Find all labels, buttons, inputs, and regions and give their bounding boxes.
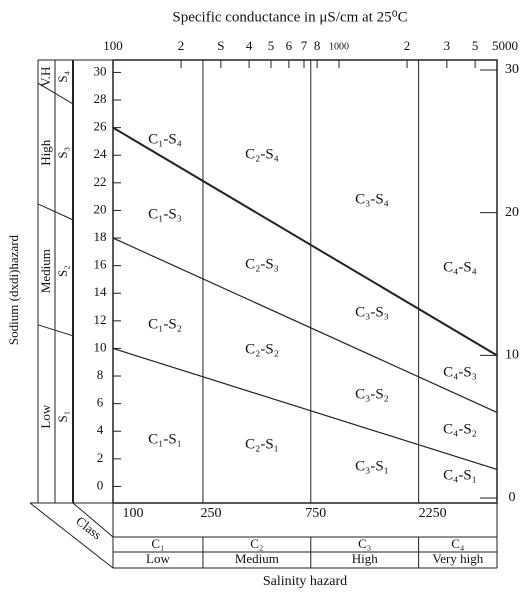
sodium-class-divider	[37, 203, 74, 221]
x-top-tick-label: 5	[268, 38, 275, 53]
sodium-class-divider	[37, 82, 74, 105]
x-bottom-tick-label: 250	[200, 506, 221, 521]
zone-label: C₁-S₃	[148, 206, 182, 222]
x-top-tick-label: 3	[444, 38, 451, 53]
x-top-tick-label: 6	[286, 38, 293, 53]
salinity-class-name: C₂	[250, 536, 263, 551]
y2-tick-label: 10	[505, 348, 519, 363]
sodium-boundary	[112, 126, 498, 357]
sodium-class-name: S₄	[55, 70, 70, 82]
x-bottom-tick-label: 100	[123, 506, 144, 521]
perspective-line	[29, 502, 114, 569]
salinity-class-name: C₄	[451, 536, 465, 551]
zone-label: C₂-S₃	[245, 256, 279, 272]
plot-frame	[112, 59, 498, 504]
y-tick-label: 28	[94, 91, 107, 106]
y-tick-label: 16	[94, 257, 108, 272]
y-tick-label: 26	[94, 119, 108, 134]
zone-label: C₄-S₄	[443, 259, 477, 275]
x-top-tick-label: 4	[246, 38, 253, 53]
salinity-class-label: Very high	[432, 551, 483, 566]
sodium-class-label: Medium	[38, 249, 53, 293]
zone-label: C₁-S₁	[148, 431, 182, 447]
sodium-boundary	[112, 347, 498, 471]
y-tick-label: 30	[94, 63, 107, 78]
y-tick-label: 14	[94, 284, 108, 299]
zone-label: C₁-S₄	[148, 131, 182, 147]
y2-tick-label: 20	[505, 205, 519, 220]
salinity-class-name: C₃	[358, 536, 371, 551]
x-axis-title: Salinity hazard	[263, 574, 347, 589]
chart-title: Specific conductance in μS/cm at 25⁰C	[172, 9, 407, 25]
x-top-tick-label: 100	[103, 38, 123, 53]
x-top-tick-label: 1000	[329, 41, 349, 52]
y-tick-label: 2	[97, 450, 104, 465]
y-tick-label: 18	[94, 229, 107, 244]
y-tick-label: 0	[97, 477, 104, 492]
x-top-tick-label: S	[217, 38, 224, 53]
y-tick-label: 4	[97, 422, 104, 437]
x-top-tick-label: 8	[314, 38, 321, 53]
x-top-tick-label: 2	[404, 38, 411, 53]
class-label: Class	[73, 513, 104, 542]
sodium-class-name: S₁	[55, 411, 70, 423]
zone-label: C₃-S₄	[355, 191, 389, 207]
sodium-class-label: V.H	[38, 67, 53, 87]
salinity-class-label: Low	[146, 551, 170, 566]
x-bottom-tick-label: 750	[305, 506, 326, 521]
zone-label: C₃-S₂	[355, 386, 389, 402]
salinity-class-name: C₁	[151, 536, 164, 551]
sodium-boundary	[112, 237, 498, 413]
zone-label: C₂-S₂	[245, 341, 279, 357]
x-top-tick-label: 5	[472, 38, 479, 53]
zone-label: C₁-S₂	[148, 316, 182, 332]
y-tick-label: 8	[97, 367, 104, 382]
salinity-class-label: High	[352, 551, 379, 566]
zone-label: C₄-S₂	[443, 421, 477, 437]
sodium-class-name: S₂	[55, 265, 70, 277]
y-tick-label: 6	[97, 395, 104, 410]
zone-label: C₃-S₁	[355, 458, 389, 474]
y-tick-label: 24	[94, 146, 108, 161]
x-top-tick-label: 5000	[492, 38, 518, 53]
sodium-class-label: High	[38, 139, 53, 166]
perspective-line	[72, 502, 114, 538]
zone-label: C₃-S₃	[355, 304, 389, 320]
zone-label: C₄-S₃	[443, 364, 477, 380]
y-tick-label: 12	[94, 312, 107, 327]
sodium-class-divider	[37, 324, 74, 337]
x-top-tick-label: 2	[178, 38, 185, 53]
y-tick-label: 10	[94, 339, 107, 354]
sodium-class-label: Low	[38, 404, 53, 428]
y2-tick-label: 30	[505, 62, 519, 77]
y2-tick-label: 0	[509, 490, 516, 505]
salinity-class-label: Medium	[235, 551, 279, 566]
y-tick-label: 20	[94, 201, 107, 216]
sodium-class-name: S₃	[55, 147, 70, 159]
zone-label: C₂-S₁	[245, 436, 279, 452]
zone-label: C₂-S₄	[245, 146, 279, 162]
zone-label: C₄-S₁	[443, 467, 477, 483]
x-top-tick-label: 7	[301, 38, 308, 53]
x-bottom-tick-label: 2250	[419, 506, 447, 521]
y-tick-label: 22	[94, 174, 107, 189]
y-axis-title: Sodium (dxdi)hazard	[6, 234, 21, 345]
